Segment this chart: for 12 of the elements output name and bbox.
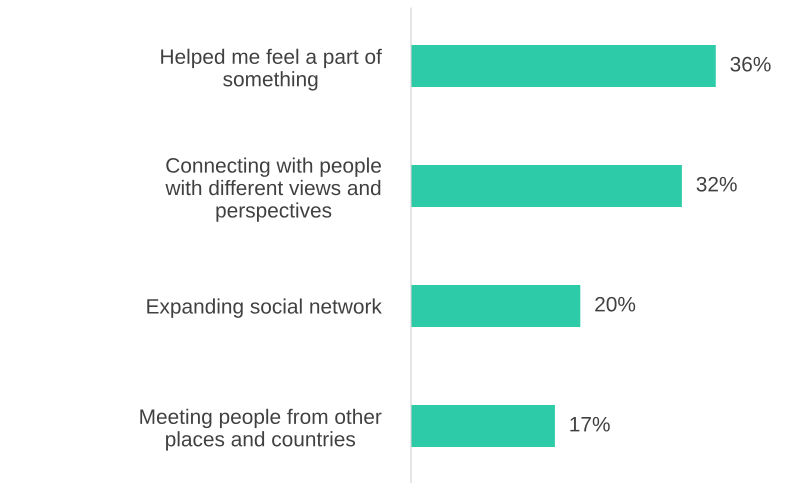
- y-tick-label: Connecting with people with different views and perspectives: [165, 157, 381, 222]
- y-tick-label: Helped me feel a part of something: [161, 48, 382, 91]
- data-label: 36%: [730, 56, 771, 72]
- bar: [411, 44, 716, 87]
- y-tick-label: Expanding social network: [147, 298, 382, 318]
- data-label: 32%: [696, 176, 737, 192]
- bar: [411, 404, 555, 447]
- data-label: 20%: [595, 296, 636, 312]
- bar: [411, 284, 580, 327]
- data-label: 17%: [570, 416, 610, 432]
- y-tick-label: Meeting people from other places and countries: [140, 408, 382, 451]
- bar: [411, 164, 682, 207]
